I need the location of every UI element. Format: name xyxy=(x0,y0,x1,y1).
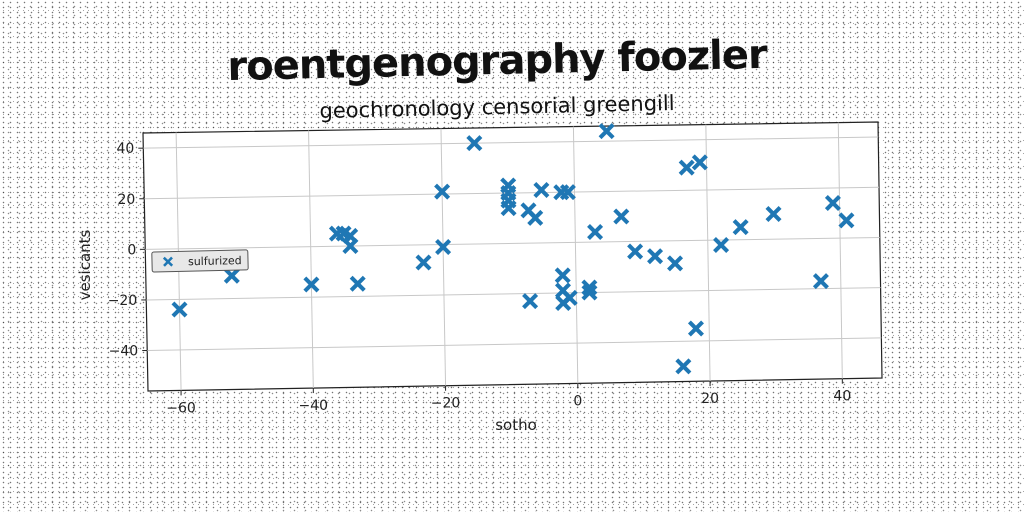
legend-marker-icon xyxy=(162,256,174,267)
x-tick-label: 0 xyxy=(573,393,582,409)
y-gridline xyxy=(146,287,881,301)
data-point-marker xyxy=(732,219,749,236)
y-tick-label: 40 xyxy=(116,141,134,157)
x-gridline xyxy=(308,130,314,389)
data-points xyxy=(171,123,855,375)
data-point-marker xyxy=(627,243,644,260)
chart-title: roentgenography foozler xyxy=(227,32,769,90)
y-axis-label: vesicants xyxy=(76,229,94,300)
plot-frame xyxy=(142,121,883,392)
y-gridline xyxy=(143,136,879,149)
data-point-marker xyxy=(223,267,240,284)
x-axis-label: sotho xyxy=(495,416,537,434)
data-point-marker xyxy=(466,135,483,152)
data-point-marker xyxy=(675,358,692,375)
data-point-marker xyxy=(522,293,539,310)
data-point-marker xyxy=(533,182,550,199)
x-gridline xyxy=(837,122,843,379)
data-point-marker xyxy=(554,267,571,284)
data-point-marker xyxy=(812,273,829,290)
plot-area: −60 −40 −20 0 20 40 −40 −20 0 20 40 xyxy=(108,121,883,416)
legend-box xyxy=(151,249,249,273)
axis-labels: sotho vesicants xyxy=(76,229,537,434)
grid xyxy=(138,122,882,396)
subtitle-group: geochronology censorial greengill xyxy=(319,91,675,123)
x-tick-label: −20 xyxy=(431,396,461,412)
chart-subtitle: geochronology censorial greengill xyxy=(319,91,675,123)
x-tick-label: −40 xyxy=(299,398,329,414)
data-point-marker xyxy=(415,254,432,271)
y-gridline xyxy=(144,186,880,200)
legend-label: sulfurized xyxy=(188,254,242,268)
data-point-marker xyxy=(434,183,451,200)
data-point-marker xyxy=(342,238,359,255)
ticks: −60 −40 −20 0 20 40 −40 −20 0 20 40 xyxy=(108,141,852,416)
x-tick-label: 20 xyxy=(701,391,719,407)
data-point-marker xyxy=(713,237,730,254)
y-tick-label: 20 xyxy=(117,192,135,208)
y-gridline xyxy=(147,337,882,352)
data-point-marker xyxy=(613,208,630,225)
data-point-marker xyxy=(647,248,664,265)
data-point-marker xyxy=(500,200,517,217)
data-point-marker xyxy=(678,159,695,176)
data-point-marker xyxy=(349,275,366,292)
data-point-marker xyxy=(435,239,452,256)
x-tick-label: 40 xyxy=(833,389,851,405)
data-point-marker xyxy=(581,279,598,296)
data-point-marker xyxy=(691,154,708,171)
data-point-marker xyxy=(598,123,615,140)
data-point-marker xyxy=(527,209,544,226)
y-tick-label: −20 xyxy=(108,293,138,309)
y-gridline xyxy=(145,236,880,250)
data-point-marker xyxy=(561,289,578,306)
legend: sulfurized xyxy=(151,249,249,273)
legend-marker-shape xyxy=(162,256,174,267)
data-point-marker xyxy=(303,276,320,293)
title-group: roentgenography foozler xyxy=(227,32,769,90)
y-tick-label: 0 xyxy=(127,242,136,258)
data-point-marker xyxy=(171,301,188,318)
x-tick-label: −60 xyxy=(166,400,196,416)
x-gridline xyxy=(440,128,447,386)
data-point-marker xyxy=(587,223,604,240)
data-point-marker xyxy=(838,212,855,229)
data-point-marker xyxy=(559,184,576,201)
data-point-marker xyxy=(667,255,684,272)
data-point-marker xyxy=(824,195,841,212)
x-gridline xyxy=(572,126,579,384)
data-point-marker xyxy=(687,320,704,337)
y-tick-label: −40 xyxy=(109,344,139,360)
data-point-marker xyxy=(765,206,782,223)
